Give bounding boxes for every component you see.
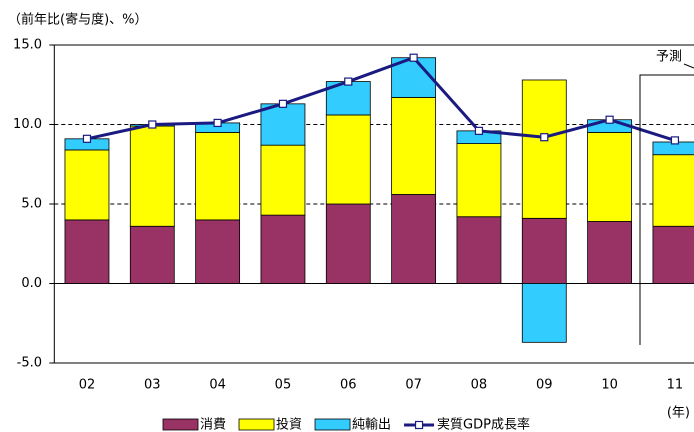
line-marker xyxy=(278,99,288,108)
x-tick-label: 02 xyxy=(79,378,96,393)
x-tick-label: 07 xyxy=(405,378,422,393)
legend-swatch xyxy=(238,418,275,431)
x-tick-label: 10 xyxy=(601,378,618,393)
bar xyxy=(195,132,241,221)
bar xyxy=(325,203,371,284)
legend-label: 純輸出 xyxy=(352,418,391,432)
x-tick-label: 03 xyxy=(144,378,161,393)
x-unit-label: (年) xyxy=(667,406,690,421)
y-tick-label: 10.0 xyxy=(13,117,42,132)
x-tick-label: 05 xyxy=(275,378,292,393)
line-marker xyxy=(148,120,157,129)
line-marker xyxy=(82,134,92,143)
bar xyxy=(652,154,694,227)
y-axis-title: （前年比(寄与度)、%） xyxy=(8,12,148,28)
x-tick-label: 09 xyxy=(536,378,553,393)
legend-label: 投資 xyxy=(276,417,302,432)
line-marker xyxy=(474,126,484,135)
bar xyxy=(521,217,567,284)
line-marker xyxy=(540,133,549,142)
legend-swatch xyxy=(162,418,199,431)
x-tick-label: 11 xyxy=(667,378,684,393)
bar xyxy=(587,221,633,284)
line-series xyxy=(86,55,676,142)
bar xyxy=(456,143,502,218)
line-marker xyxy=(344,77,353,86)
bar xyxy=(129,225,175,284)
legend-label: 実質GDP成長率 xyxy=(437,417,530,432)
bar xyxy=(325,114,371,205)
y-tick-label: 0.0 xyxy=(21,276,42,291)
bar xyxy=(521,79,567,219)
line-marker xyxy=(670,136,680,145)
bar xyxy=(391,97,437,195)
plot-frame xyxy=(53,44,694,364)
bar xyxy=(260,103,306,146)
line-marker xyxy=(409,53,418,62)
y-tick-label: -5.0 xyxy=(17,356,42,371)
x-tick-label: 06 xyxy=(340,378,357,393)
bar xyxy=(587,132,633,222)
bar xyxy=(456,216,502,284)
bar xyxy=(129,125,175,227)
forecast-label: 予測 xyxy=(656,50,682,65)
bar xyxy=(260,144,306,216)
bar xyxy=(260,214,306,284)
bar xyxy=(521,283,567,343)
legend-label: 消費 xyxy=(200,418,226,432)
bar xyxy=(391,57,437,98)
legend-swatch xyxy=(314,418,351,431)
legend-marker xyxy=(414,420,424,430)
bar xyxy=(64,219,110,284)
x-tick-label: 04 xyxy=(209,378,226,393)
y-tick-label: 15.0 xyxy=(13,38,42,53)
bar xyxy=(64,149,110,221)
x-tick-label: 08 xyxy=(471,378,488,393)
y-tick-label: 5.0 xyxy=(21,197,42,212)
bar xyxy=(391,194,437,284)
line-marker xyxy=(213,118,222,128)
forecast-bracket xyxy=(639,74,694,345)
forecast-tail xyxy=(683,63,694,69)
bar xyxy=(652,225,694,284)
line-marker xyxy=(605,115,614,124)
bar xyxy=(195,219,241,284)
